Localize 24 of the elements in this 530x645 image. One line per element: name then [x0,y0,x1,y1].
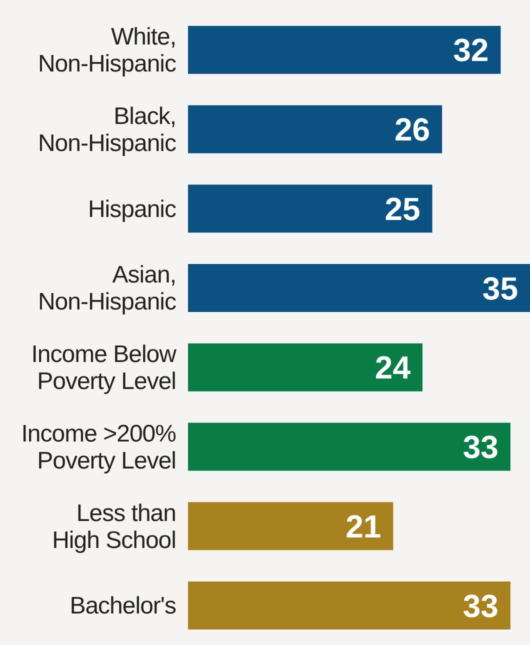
data-label: 32 [453,32,489,68]
data-label: 33 [462,429,498,466]
bar [188,582,510,630]
data-label: 25 [384,190,420,227]
y-tick-label: Bachelor's [70,592,176,620]
data-label: 35 [482,270,518,306]
bar [188,184,432,233]
y-tick-label: Income >200% Poverty Level [21,420,176,474]
bar [188,264,530,312]
bar [188,422,510,471]
y-tick-label: Black, Non-Hispanic [38,102,176,157]
data-label: 24 [374,350,411,386]
data-label: 26 [394,112,430,148]
y-tick-label: White, Non-Hispanic [38,24,176,78]
y-tick-label: Income Below Poverty Level [31,341,178,396]
y-tick-label: Asian, Non-Hispanic [38,262,176,316]
data-label: 33 [462,588,498,624]
y-tick-label: Less than High School [52,500,176,554]
bar [188,105,442,154]
y-tick-label: Hispanic [88,196,176,223]
bar [188,343,423,392]
data-label: 21 [346,508,382,544]
bar [188,26,501,74]
bar [188,502,394,550]
